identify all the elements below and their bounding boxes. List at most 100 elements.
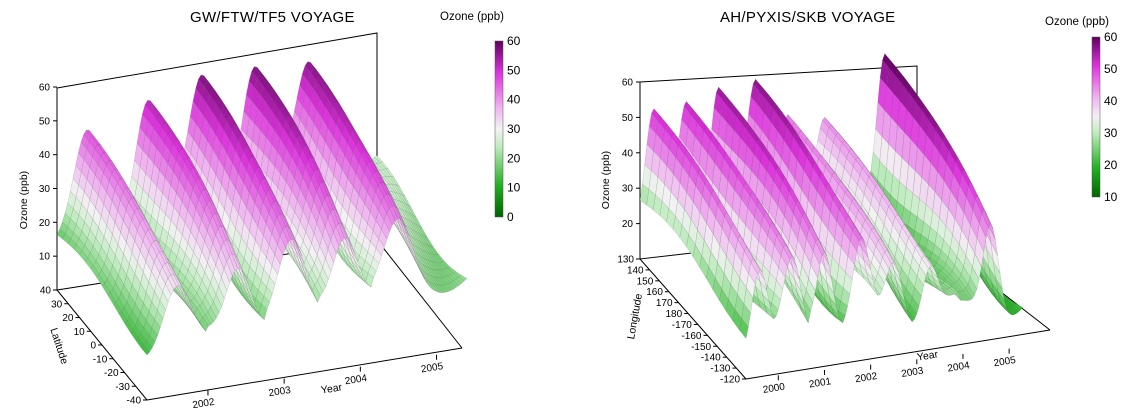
chart-2-y-label: Longitude — [625, 293, 645, 341]
chart-1-surface-cell — [183, 291, 193, 309]
chart-1-surface-cell — [141, 344, 150, 356]
chart-1-x-tick-label: 2005 — [420, 361, 444, 375]
chart-1-surface-cell — [301, 261, 310, 282]
chart-2-y-tick-label: -140 — [701, 353, 721, 364]
chart-2-colorbar-tick-label: 40 — [1104, 94, 1118, 108]
chart-1-surface-cell — [223, 261, 233, 284]
chart-1-colorbar-tick-label: 50 — [507, 63, 521, 77]
chart-1-colorbar-title: Ozone (ppb) — [440, 11, 504, 23]
chart-2-x-tick-label: 2003 — [901, 366, 925, 380]
chart-1-colorbar-tick-label: 0 — [507, 210, 514, 224]
chart-1-z-tick-label: 10 — [39, 252, 51, 263]
chart-1-surface-cell — [237, 258, 246, 278]
chart-2-colorbar — [1091, 36, 1101, 198]
chart-2-y-tick-label: -160 — [681, 331, 701, 342]
chart-2-x-tick-label: 2005 — [993, 355, 1017, 369]
chart-1-colorbar-tick-label: 40 — [507, 93, 521, 107]
chart-2-y-tick-label: 150 — [637, 276, 654, 287]
chart-1-surface-cell — [234, 254, 244, 273]
chart-2-z-ticks: 20 30 40 50 60 — [622, 78, 640, 230]
chart-1-z-ticks: 10 20 30 40 50 60 — [39, 83, 57, 263]
chart-1-z-tick-label: 50 — [39, 116, 51, 127]
chart-1-y-tick-label: 20 — [62, 313, 74, 324]
chart-1-colorbar — [494, 40, 504, 218]
chart-1-surface-cell — [165, 277, 174, 296]
chart-1-surface-cell — [159, 291, 169, 311]
chart-2-z-tick-label: 50 — [622, 113, 634, 124]
chart-1-surface-cell — [354, 260, 364, 276]
chart-2-x-ticks: 2000 2001 2002 2003 2004 2005 — [762, 348, 1017, 396]
chart-1-surface-cell — [423, 276, 433, 290]
chart-1-surface-cell — [317, 274, 326, 293]
chart-1-surface-cell — [391, 205, 401, 220]
chart-1-surface-cell — [154, 309, 164, 328]
chart-2-x-tick-label: 2001 — [808, 376, 832, 390]
chart-1-surface-cell — [279, 229, 289, 249]
chart-1-surface-cell — [413, 254, 422, 274]
chart-1-surface-cell — [439, 284, 449, 293]
chart-1-y-tick-label: -40 — [127, 396, 142, 407]
chart-2-z-tick-label: 30 — [622, 184, 634, 195]
chart-1-colorbar-tick-label: 10 — [507, 181, 521, 195]
chart-1-surface-cell — [327, 239, 337, 264]
chart-1-y-tick-label: 30 — [51, 299, 63, 310]
chart-2-surface — [639, 53, 1024, 339]
chart-2-y-tick-label: 160 — [646, 287, 663, 298]
chart-1-surface-cell — [271, 254, 281, 276]
chart-1-surface-cell — [298, 251, 308, 274]
chart-2-y-tick-label: 130 — [617, 255, 634, 266]
chart-2-colorbar-title: Ozone (ppb) — [1045, 16, 1109, 28]
chart-1-floor-right-edge — [376, 239, 463, 349]
chart-1-x-ticks: 2002 2003 2004 2005 — [192, 354, 444, 411]
chart-1-surface-cell — [362, 279, 372, 288]
chart-1-surface-cell — [263, 286, 273, 303]
chart-2-z-label: Ozone (ppb) — [600, 151, 612, 209]
chart-2-colorbar-tick-label: 30 — [1104, 126, 1118, 140]
chart-1-surface-cell — [277, 235, 286, 257]
chart-2-colorbar-tick-label: 10 — [1104, 190, 1118, 204]
chart-2-y-tick-label: -170 — [672, 320, 692, 331]
chart-2: AH/PYXIS/SKB VOYAGE 20 30 40 50 60 130140150… — [600, 9, 1118, 396]
chart-1-z-tick-label: 40 — [39, 150, 51, 161]
chart-1-surface-cell — [431, 282, 441, 293]
chart-1-surface-cell — [436, 284, 447, 293]
chart-2-y-tick-label: 180 — [665, 309, 682, 320]
chart-1-y-tick-label: -30 — [115, 382, 130, 393]
chart-1-colorbar-tick-label: 20 — [507, 151, 521, 165]
chart-1-surface-cell — [231, 253, 241, 270]
chart-2-y-ticks: 130140150160170180-170-160-150-140-130-1… — [617, 255, 746, 386]
chart-1-y-tick-label: 0 — [90, 341, 96, 352]
chart-1-surface-cell — [319, 266, 329, 288]
chart-1-surface-cell — [333, 225, 342, 247]
chart-1-surface-cell — [306, 278, 316, 297]
chart-1-y-tick-label: 10 — [74, 327, 86, 338]
chart-1-z-label: Ozone (ppb) — [18, 171, 30, 229]
chart-1-y-tick-label: -10 — [93, 354, 108, 365]
chart-2-y-tick-label: 140 — [627, 265, 644, 276]
chart-2-z-tick-label: 60 — [622, 78, 634, 89]
chart-1-surface-cell — [287, 226, 297, 243]
chart-1-colorbar-tick-label: 30 — [507, 122, 521, 136]
chart-2-title: AH/PYXIS/SKB VOYAGE — [720, 9, 895, 26]
chart-1-surface-cell — [170, 273, 180, 287]
chart-2-y-axis — [639, 258, 747, 380]
chart-1-z-tick-label: 60 — [39, 83, 51, 94]
chart-1-surface-cell — [143, 340, 153, 353]
chart-1-surface-cell — [383, 213, 393, 232]
chart-1-surface-cell — [335, 223, 345, 242]
chart-1-y-label: Latitude — [47, 326, 70, 365]
chart-2-z-tick-label: 40 — [622, 148, 634, 159]
chart-2-colorbar-tick-label: 20 — [1104, 158, 1118, 172]
chart-1-x-tick-label: 2002 — [192, 397, 216, 411]
chart-1-z-tick-label: 20 — [39, 218, 51, 229]
chart-1-x-label: Year — [320, 381, 343, 396]
chart-1-surface-cell — [207, 306, 217, 323]
chart-2-colorbar-tick-label: 50 — [1104, 62, 1118, 76]
chart-1-surface-cell — [357, 268, 366, 282]
chart-2-z-tick-label: 20 — [622, 219, 634, 230]
chart-1-surface-cell — [349, 242, 358, 262]
chart-1-surface-cell — [402, 221, 412, 242]
chart-1-surface-cell — [375, 238, 385, 257]
